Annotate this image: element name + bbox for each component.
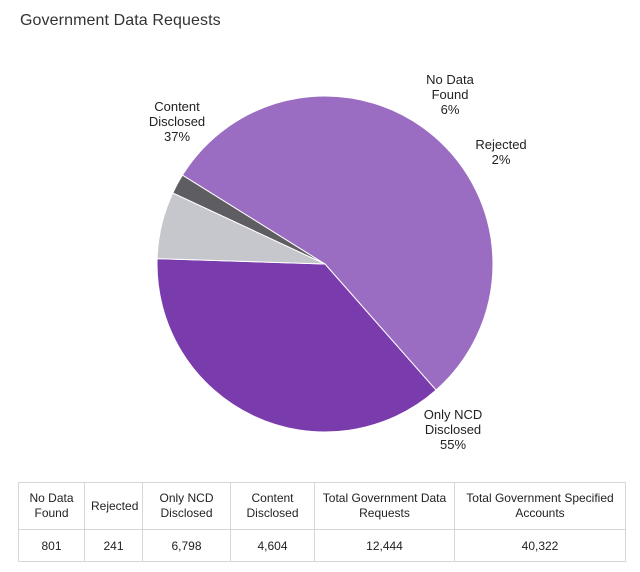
slice-label-only-ncd-disclosed: Only NCD Disclosed 55% bbox=[424, 407, 483, 452]
slice-label-rejected: Rejected 2% bbox=[475, 137, 526, 167]
pie-chart-area: Rejected 2% Only NCD Disclosed 55% Content Dis… bbox=[0, 36, 640, 476]
table-header-cell: Total Government Data Requests bbox=[314, 482, 455, 530]
table-header-row: No Data Found Rejected Only NCD Disclosed Con… bbox=[18, 482, 626, 530]
pie-slice-only-ncd-disclosed bbox=[181, 95, 494, 391]
table-row: 801 241 6,798 4,604 12,444 40,322 bbox=[18, 529, 626, 562]
pie-slice-no-data-found bbox=[156, 192, 326, 265]
summary-table: No Data Found Rejected Only NCD Disclosed Con… bbox=[18, 482, 626, 562]
pie-slice-content-disclosed bbox=[156, 258, 437, 433]
table-header-cell: No Data Found bbox=[18, 482, 85, 530]
table-cell: 12,444 bbox=[314, 529, 455, 562]
chart-title: Government Data Requests bbox=[20, 12, 221, 29]
table-header-cell: Rejected bbox=[84, 482, 143, 530]
table-cell: 40,322 bbox=[454, 529, 626, 562]
pie-chart: Rejected 2% Only NCD Disclosed 55% Content Dis… bbox=[149, 72, 527, 452]
table-cell: 801 bbox=[18, 529, 85, 562]
slice-label-content-disclosed: Content Disclosed 37% bbox=[149, 99, 205, 144]
table-cell: 4,604 bbox=[230, 529, 315, 562]
table-cell: 241 bbox=[84, 529, 143, 562]
slice-label-no-data-found: No Data Found 6% bbox=[426, 72, 474, 117]
table-header-cell: Content Disclosed bbox=[230, 482, 315, 530]
table-cell: 6,798 bbox=[142, 529, 231, 562]
table-header-cell: Only NCD Disclosed bbox=[142, 482, 231, 530]
table-header-cell: Total Government Specified Accounts bbox=[454, 482, 626, 530]
